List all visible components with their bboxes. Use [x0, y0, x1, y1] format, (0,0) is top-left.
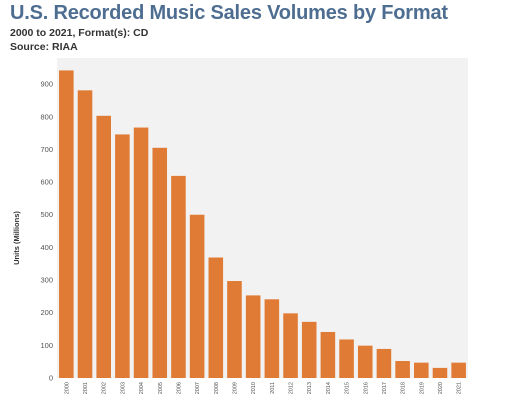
x-tick-label: 2000 — [64, 382, 70, 394]
bar-2003 — [115, 134, 130, 378]
bar-2011 — [264, 299, 280, 378]
x-tick-label: 2007 — [195, 382, 201, 394]
bar-2015 — [339, 339, 354, 378]
y-tick-label: 600 — [40, 178, 53, 187]
y-tick-label: 300 — [40, 276, 53, 285]
bar-2008 — [208, 257, 224, 378]
bar-2013 — [301, 321, 317, 378]
bar-2012 — [283, 313, 298, 378]
bar-2006 — [171, 175, 186, 378]
y-tick-label: 100 — [40, 341, 53, 350]
y-axis-ticks: 0 100 200 300 400 500 600 700 800 900 — [40, 80, 53, 383]
x-tick-label: 2010 — [251, 382, 257, 394]
y-tick-label: 400 — [40, 243, 53, 252]
y-tick-label: 800 — [40, 112, 53, 121]
x-tick-label: 2001 — [83, 382, 89, 394]
x-tick-label: 2016 — [363, 382, 369, 394]
y-tick-label: 700 — [40, 145, 53, 154]
x-tick-label: 2005 — [158, 382, 164, 394]
x-tick-label: 2012 — [289, 382, 295, 394]
chart-subtitle: 2000 to 2021, Format(s): CD — [10, 27, 149, 39]
bar-2000 — [59, 70, 74, 378]
x-tick-label: 2014 — [326, 382, 332, 394]
x-tick-label: 2003 — [120, 382, 126, 394]
x-tick-label: 2017 — [382, 382, 388, 394]
bar-2010 — [245, 295, 261, 378]
bar-2019 — [414, 362, 429, 378]
bar-2021 — [451, 362, 466, 378]
y-tick-label: 500 — [40, 210, 53, 219]
x-tick-label: 2011 — [270, 382, 276, 394]
bars — [59, 70, 466, 379]
x-tick-label: 2002 — [102, 382, 108, 394]
x-tick-label: 2004 — [139, 382, 145, 394]
x-tick-label: 2021 — [457, 382, 463, 394]
bar-2016 — [357, 345, 373, 378]
x-tick-label: 2019 — [419, 382, 425, 394]
x-tick-label: 2009 — [232, 382, 238, 394]
x-tick-label: 2020 — [438, 382, 444, 394]
bar-2018 — [395, 361, 410, 378]
bar-2001 — [77, 90, 93, 378]
bar-2014 — [320, 331, 336, 378]
bar-2002 — [96, 115, 111, 379]
y-tick-label: 900 — [40, 80, 53, 89]
bar-2009 — [227, 281, 242, 378]
x-tick-label: 2008 — [214, 382, 220, 394]
bar-2017 — [376, 348, 392, 378]
x-axis-ticks: 2000 2001 2002 2003 2004 2005 2006 2007 2008 2009… — [64, 382, 462, 394]
chart-title: U.S. Recorded Music Sales Volumes by For… — [10, 2, 448, 24]
x-tick-label: 2013 — [307, 382, 313, 394]
x-tick-label: 2006 — [176, 382, 182, 394]
chart-source: Source: RIAA — [10, 41, 78, 53]
x-tick-label: 2018 — [401, 382, 407, 394]
bar-2007 — [189, 214, 205, 378]
y-tick-label: 200 — [40, 308, 53, 317]
y-tick-label: 0 — [49, 374, 53, 383]
bar-2004 — [133, 127, 149, 378]
y-axis-label: Units (Millions) — [12, 211, 21, 265]
x-tick-label: 2015 — [345, 382, 351, 394]
bar-2020 — [432, 367, 448, 378]
bar-2005 — [152, 147, 168, 378]
